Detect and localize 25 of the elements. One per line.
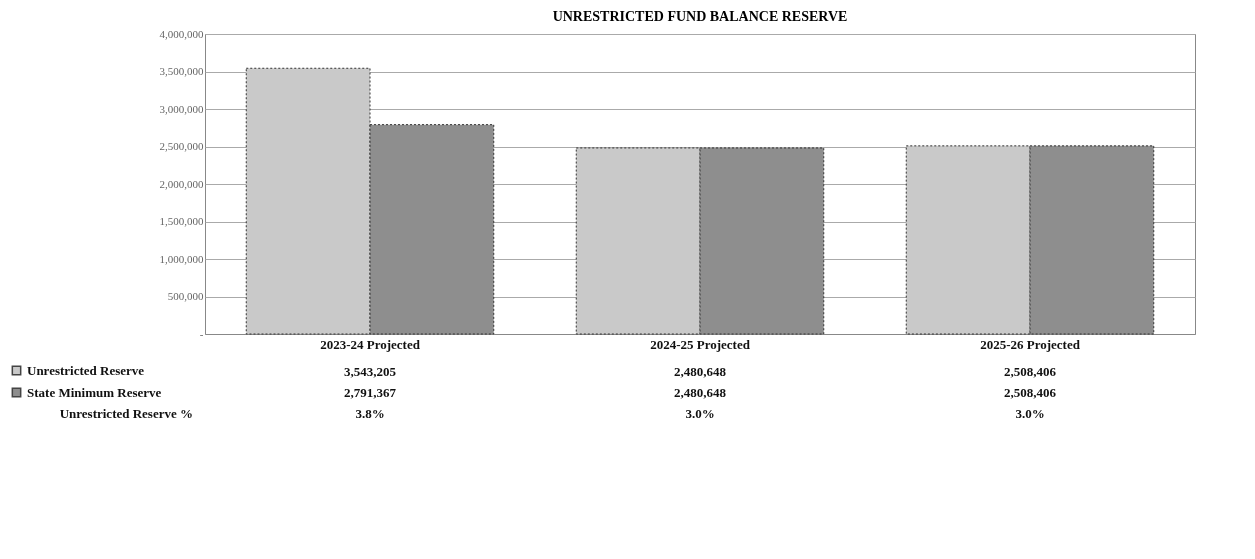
y-tick-label: 2,500,000 — [159, 140, 204, 152]
y-tick-label: 500,000 — [167, 290, 204, 302]
y-tick-label: 3,000,000 — [159, 102, 204, 115]
y-tick-label: 3,500,000 — [159, 65, 204, 77]
x-tick-label: 2024-25 Projected — [650, 336, 751, 352]
y-tick-label: 1,500,000 — [159, 215, 204, 227]
data-label: 2,508,406 — [1004, 364, 1057, 379]
data-label: 3,543,205 — [344, 364, 397, 379]
y-tick-label: 2,000,000 — [159, 177, 204, 190]
text: Unrestricted Reserve % — [59, 406, 193, 421]
chart-title: UNRESTRICTED FUND BALANCE RESERVE — [552, 9, 848, 24]
y-tick-label: 1,000,000 — [159, 252, 204, 265]
y-tick-label: 4,000,000 — [159, 27, 204, 40]
data-label: 2,480,648 — [674, 364, 727, 379]
x-tick-label: 2025-26 Projected — [980, 336, 1081, 352]
text: 3.0% — [1015, 406, 1045, 421]
text: 3.0% — [685, 406, 715, 421]
legend-label: State Minimum Reserve — [27, 384, 162, 400]
x-tick-label: 2023-24 Projected — [320, 336, 421, 352]
data-label: 2,480,648 — [674, 385, 727, 400]
data-label: 2,508,406 — [1004, 385, 1057, 400]
legend-label: Unrestricted Reserve — [27, 362, 145, 378]
text: 3.8% — [355, 406, 385, 421]
data-label: 2,791,367 — [344, 385, 397, 400]
y-tick-label: - — [199, 327, 204, 340]
